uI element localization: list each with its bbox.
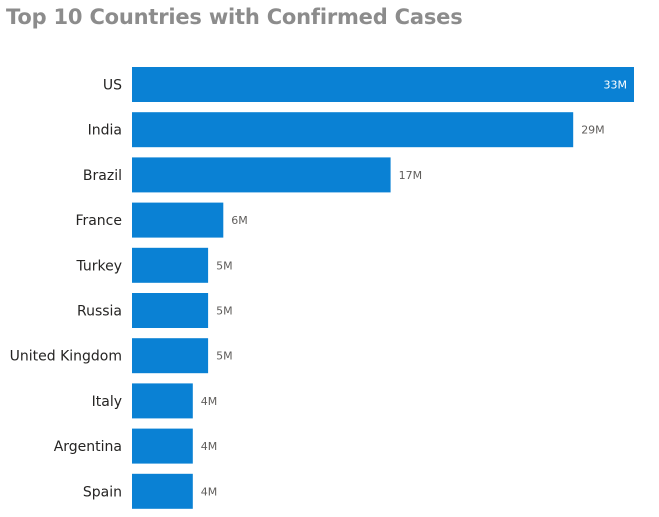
bar-italy[interactable] (132, 383, 193, 419)
data-label: 29M (581, 124, 605, 137)
bar-russia[interactable] (132, 293, 209, 328)
data-label: 4M (201, 395, 218, 408)
bar-united-kingdom[interactable] (132, 338, 209, 374)
category-label: Turkey (75, 258, 122, 274)
bar-turkey[interactable] (132, 247, 209, 283)
bar-us[interactable] (132, 67, 634, 102)
bar-france[interactable] (132, 202, 224, 238)
data-label: 17M (399, 169, 423, 182)
category-label: United Kingdom (10, 349, 122, 365)
category-label: India (88, 123, 122, 139)
data-label: 5M (216, 305, 233, 318)
category-label: Russia (77, 304, 122, 320)
bar-argentina[interactable] (132, 428, 193, 464)
data-label: 4M (201, 440, 218, 453)
bar-brazil[interactable] (132, 157, 391, 193)
bar-spain[interactable] (132, 473, 193, 509)
category-label: Italy (92, 394, 122, 410)
category-label: Brazil (83, 168, 122, 184)
data-label: 5M (216, 259, 233, 272)
category-label: Argentina (54, 439, 122, 455)
chart-title: Top 10 Countries with Confirmed Cases (6, 5, 463, 29)
category-label: France (75, 213, 122, 229)
data-label: 33M (604, 79, 628, 92)
category-label: US (103, 78, 122, 94)
data-label: 6M (231, 214, 248, 227)
category-label: Spain (83, 484, 122, 500)
data-label: 4M (201, 485, 218, 498)
bar-india[interactable] (132, 112, 574, 148)
data-label: 5M (216, 350, 233, 363)
